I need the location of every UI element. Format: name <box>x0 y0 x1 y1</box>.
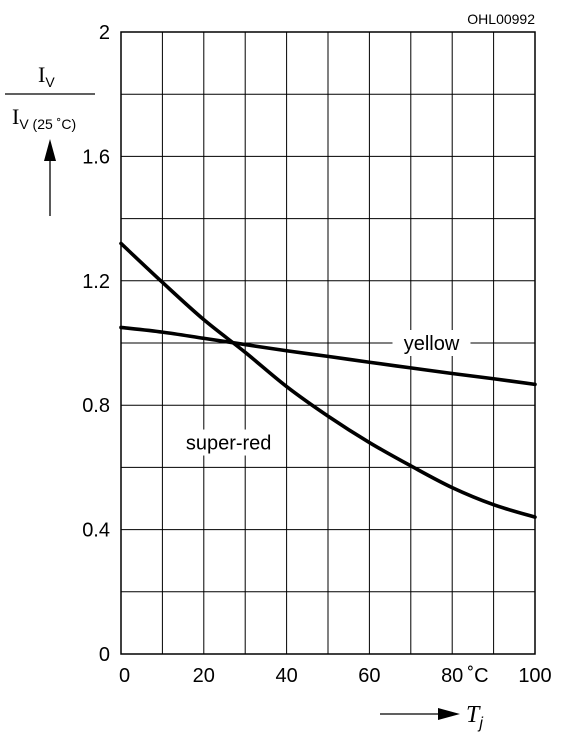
x-tick-label: 60 <box>358 665 380 687</box>
y-tick-label: 0.4 <box>82 520 110 542</box>
x-tick-label: 80 <box>441 665 463 687</box>
plot-frame <box>120 31 536 655</box>
x-axis-arrow-head <box>438 708 460 720</box>
series-label-yellow: yellow <box>404 333 460 355</box>
y-tick-label: 1.6 <box>82 146 110 168</box>
x-tick-label: 20 <box>193 665 215 687</box>
series-line-super-red <box>119 241 537 519</box>
y-label-numerator: IV <box>38 62 55 90</box>
x-label-symbol: Tj <box>466 702 483 732</box>
grid <box>120 31 536 655</box>
y-tick-label: 0 <box>99 644 110 666</box>
y-tick-label: 1.2 <box>82 271 110 293</box>
x-axis-label: Tj <box>380 702 483 732</box>
series-label-bg-yellow <box>392 330 471 356</box>
x-tick-label: 40 <box>275 665 297 687</box>
y-axis-arrow-head <box>44 139 56 161</box>
series-label-bg-super-red <box>172 429 285 456</box>
series-line-yellow <box>119 325 537 387</box>
x-tick-label: 100 <box>518 665 551 687</box>
x-axis-unit: ˚C <box>467 665 488 687</box>
figure-id: OHL00992 <box>467 11 535 27</box>
tick-labels: 00.40.81.21.620 20 40 60 80 100˚C <box>82 22 552 687</box>
y-tick-label: 2 <box>99 22 110 44</box>
y-axis-label: IV IV (25 ˚C) <box>5 62 95 216</box>
y-label-denominator: IV (25 ˚C) <box>12 104 76 132</box>
series-labels: yellow super-red <box>172 330 471 456</box>
y-tick-label: 0.8 <box>82 395 110 417</box>
series-label-super-red: super-red <box>186 433 272 455</box>
x-tick-label: 0 <box>119 665 130 687</box>
series-lines <box>119 241 537 519</box>
